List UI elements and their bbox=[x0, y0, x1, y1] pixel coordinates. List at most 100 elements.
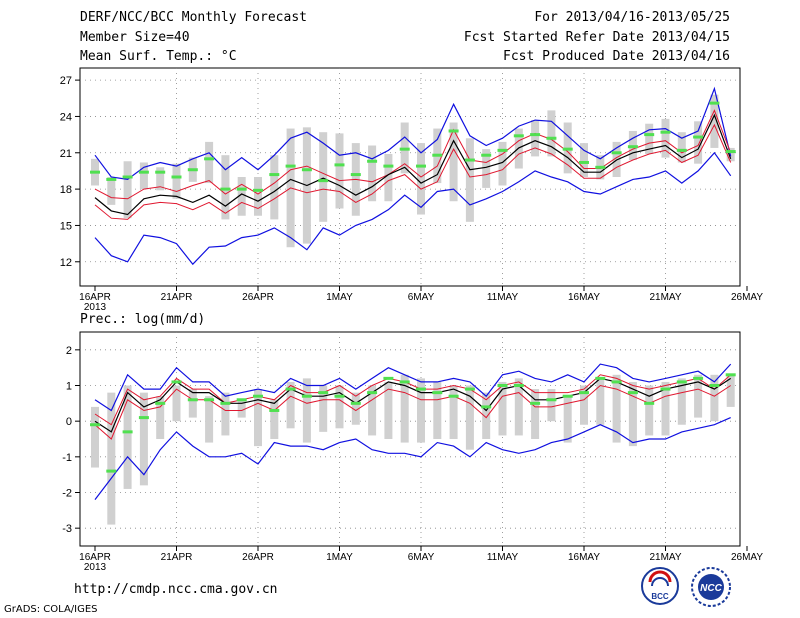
y-tick-label: 15 bbox=[60, 220, 72, 232]
spread-box bbox=[205, 141, 214, 184]
variable-label: Mean Surf. Temp.: °C bbox=[80, 49, 237, 64]
spread-box bbox=[514, 378, 523, 436]
member-mark bbox=[155, 401, 166, 405]
upper-interval-line bbox=[94, 374, 732, 426]
member-mark bbox=[464, 387, 475, 391]
ensemble-mean-line bbox=[94, 377, 732, 433]
x-tick-label: 16MAY bbox=[568, 552, 600, 563]
member-mark bbox=[204, 157, 215, 161]
grads-credit: GrADS: COLA/IGES bbox=[4, 604, 98, 615]
member-mark bbox=[497, 148, 508, 152]
spread-box bbox=[156, 167, 165, 191]
member-mark bbox=[138, 170, 149, 174]
spread-box bbox=[482, 149, 491, 188]
x-year-label: 2013 bbox=[84, 562, 107, 573]
x-tick-label: 21MAY bbox=[649, 292, 681, 303]
member-mark bbox=[562, 394, 573, 398]
y-tick-label: 1 bbox=[66, 381, 72, 393]
member-mark bbox=[204, 398, 215, 402]
member-mark bbox=[171, 380, 182, 384]
x-tick-label: 1MAY bbox=[326, 552, 353, 563]
member-mark bbox=[122, 175, 133, 179]
spread-box bbox=[563, 396, 572, 443]
y-tick-label: 12 bbox=[60, 257, 72, 269]
y-tick-label: -1 bbox=[62, 452, 72, 464]
member-mark bbox=[481, 405, 492, 409]
spread-box bbox=[661, 381, 670, 436]
member-mark bbox=[220, 401, 231, 405]
spread-box bbox=[123, 385, 132, 489]
spread-box bbox=[465, 385, 474, 450]
spread-box bbox=[677, 132, 686, 163]
x-tick-label: 26MAY bbox=[731, 292, 763, 303]
spread-box bbox=[221, 155, 230, 220]
x-tick-label: 6MAY bbox=[408, 292, 435, 303]
member-mark bbox=[383, 376, 394, 380]
spread-box bbox=[156, 396, 165, 439]
member-mark bbox=[171, 175, 182, 179]
y-tick-label: 2 bbox=[66, 345, 72, 357]
x-tick-label: 26APR bbox=[242, 292, 274, 303]
chart-title: DERF/NCC/BCC Monthly Forecast bbox=[80, 10, 307, 25]
y-tick-label: 27 bbox=[60, 75, 72, 87]
spread-box bbox=[172, 163, 181, 199]
spread-box bbox=[710, 94, 719, 148]
spread-box bbox=[188, 389, 197, 418]
member-mark bbox=[660, 130, 671, 134]
spread-box bbox=[531, 120, 540, 157]
member-mark bbox=[611, 151, 622, 155]
member-mark bbox=[138, 416, 149, 420]
spread-box bbox=[351, 392, 360, 425]
member-mark bbox=[399, 147, 410, 151]
spread-box bbox=[107, 392, 116, 525]
spread-box bbox=[726, 374, 735, 407]
upper-interval-line bbox=[94, 109, 732, 200]
x-year-label: 2013 bbox=[84, 302, 107, 313]
spread-box bbox=[417, 143, 425, 215]
y-tick-label: -2 bbox=[62, 488, 72, 500]
member-mark bbox=[155, 170, 166, 174]
spread-box bbox=[221, 392, 230, 436]
spread-box bbox=[237, 399, 246, 418]
member-mark bbox=[367, 159, 378, 163]
x-tick-label: 11MAY bbox=[487, 292, 519, 303]
spread-box bbox=[433, 381, 442, 439]
spread-box bbox=[694, 374, 703, 418]
spread-box bbox=[449, 122, 458, 202]
max-line bbox=[94, 363, 732, 412]
member-mark bbox=[334, 394, 345, 398]
min-line bbox=[94, 417, 731, 500]
spread-box bbox=[498, 381, 507, 436]
spread-box bbox=[335, 133, 344, 209]
source-url[interactable]: http://cmdp.ncc.cma.gov.cn bbox=[74, 582, 278, 597]
member-mark bbox=[301, 168, 312, 172]
spread-box bbox=[384, 381, 393, 439]
member-mark bbox=[693, 376, 704, 380]
max-line bbox=[94, 86, 732, 181]
member-mark bbox=[301, 394, 312, 398]
member-mark bbox=[285, 387, 296, 391]
forecast-period: For 2013/04/16-2013/05/25 bbox=[534, 10, 730, 25]
spread-box bbox=[612, 374, 621, 443]
member-mark bbox=[725, 373, 736, 377]
x-tick-label: 26MAY bbox=[731, 552, 763, 563]
spread-box bbox=[531, 389, 540, 439]
member-mark bbox=[269, 173, 280, 177]
x-tick-label: 21MAY bbox=[649, 552, 681, 563]
spread-box bbox=[580, 143, 588, 177]
x-tick-label: 21APR bbox=[161, 552, 193, 563]
spread-box bbox=[694, 121, 703, 164]
plot-frame bbox=[79, 67, 741, 287]
spread-box bbox=[417, 378, 425, 443]
member-mark bbox=[90, 423, 100, 427]
x-tick-label: 16APR bbox=[79, 552, 111, 563]
member-mark bbox=[350, 401, 361, 405]
y-tick-label: 24 bbox=[60, 111, 72, 123]
member-mark bbox=[644, 133, 655, 137]
x-tick-label: 1MAY bbox=[326, 292, 353, 303]
spread-box bbox=[547, 110, 556, 157]
member-mark bbox=[562, 147, 573, 151]
spread-box bbox=[205, 396, 214, 443]
spread-box bbox=[384, 153, 393, 202]
